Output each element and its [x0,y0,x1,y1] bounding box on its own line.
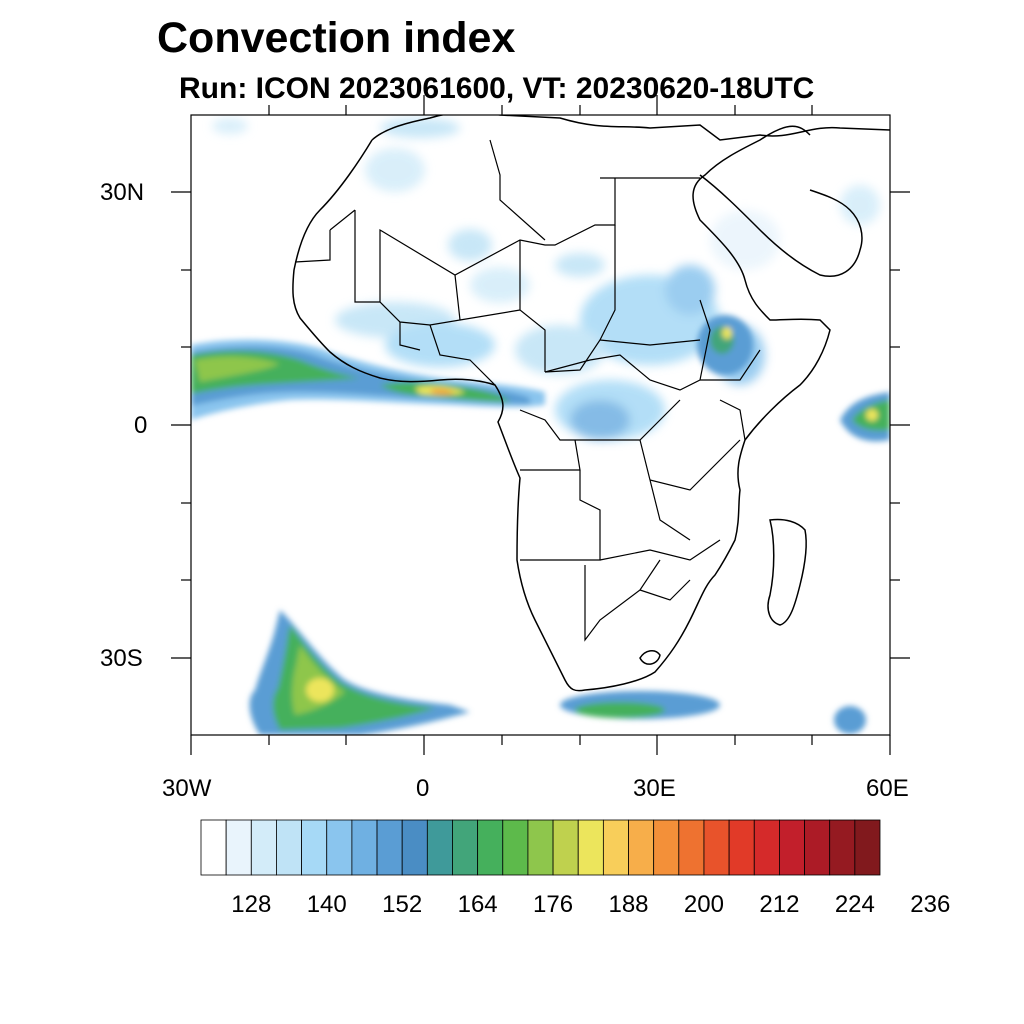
colorbar-tick-label: 140 [307,891,347,918]
colorbar-box [477,819,504,876]
colorbar-box [326,819,353,876]
colorbar-box [301,819,328,876]
colorbar-box [376,819,403,876]
colorbar-tick-label: 224 [835,891,875,918]
colorbar-box [804,819,831,876]
lat-label-30n: 30N [100,179,145,206]
country-borders [294,139,761,642]
colorbar-box [250,819,277,876]
colorbar-tick-label: 164 [458,891,498,918]
colorbar-box [854,819,881,876]
colorbar-box [552,819,579,876]
lat-label-30s: 30S [100,645,143,672]
lat-label-0: 0 [134,412,148,439]
lon-label-30w: 30W [162,775,212,802]
colorbar-box [628,819,655,876]
colorbar-box [225,819,252,876]
colorbar-box [779,819,805,876]
lon-label-60e: 60E [866,775,909,802]
colorbar-box [276,819,302,876]
axis-ticks [171,95,910,755]
colorbar-box [527,819,554,876]
colorbar-tick-label: 152 [382,891,422,918]
colorbar-box [502,819,529,876]
colorbar-box [200,819,227,876]
colorbar-box [351,819,378,876]
colorbar-box [678,819,705,876]
colorbar-box [602,819,629,876]
colorbar-box [829,819,856,876]
colorbar-box [452,819,479,876]
colorbar-box [703,819,730,876]
colorbar-tick-label: 236 [910,891,950,918]
colorbar-tick-label: 176 [533,891,573,918]
colorbar-box [753,819,780,876]
colorbar-box [401,819,428,876]
chart-title: Convection index [157,14,516,62]
colorbar-tick-label: 212 [759,891,799,918]
lon-label-0: 0 [416,775,430,802]
chart-subtitle: Run: ICON 2023061600, VT: 20230620-18UTC [179,72,815,105]
colorbar-tick-label: 128 [231,891,271,918]
coastlines [292,115,890,692]
colorbar-box [653,819,680,876]
lon-label-30e: 30E [633,775,676,802]
colorbar-box [426,819,453,876]
colorbar-box [728,819,755,876]
colorbar-box [577,819,604,876]
colorbar-tick-label: 188 [608,891,648,918]
colorbar-tick-label: 200 [684,891,724,918]
convection-field [191,118,890,735]
